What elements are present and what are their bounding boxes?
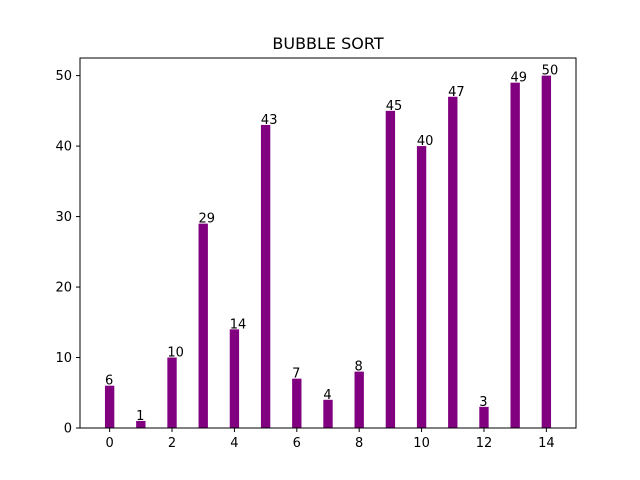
x-tick-label-4: 4 <box>230 436 238 451</box>
data-label-0: 6 <box>105 374 113 389</box>
chart-title: BUBBLE SORT <box>272 34 383 53</box>
data-label-4: 14 <box>230 317 247 332</box>
bar-12 <box>479 406 489 428</box>
data-label-1: 1 <box>136 409 144 424</box>
data-label-8: 8 <box>355 360 363 375</box>
bar-6 <box>292 378 302 428</box>
x-tick-label-12: 12 <box>476 436 493 451</box>
data-label-6: 7 <box>292 367 300 382</box>
plot-frame <box>79 57 577 429</box>
x-tick-label-8: 8 <box>355 436 363 451</box>
data-label-5: 43 <box>261 113 278 128</box>
y-axis: 0 10 20 30 40 50 <box>55 69 80 437</box>
x-tick-label-10: 10 <box>413 436 430 451</box>
bar-3 <box>198 223 208 428</box>
bar-9 <box>385 110 396 428</box>
y-tick-label-20: 20 <box>55 281 72 296</box>
y-tick-label-0: 0 <box>64 422 72 437</box>
y-tick-label-50: 50 <box>55 69 72 84</box>
data-label-2: 10 <box>167 346 184 361</box>
data-labels-group: 6 1 10 29 14 43 7 4 8 45 40 47 3 49 50 <box>105 64 558 424</box>
x-tick-label-2: 2 <box>168 436 176 451</box>
y-tick-label-30: 30 <box>55 210 72 225</box>
data-label-14: 50 <box>542 64 559 79</box>
data-label-3: 29 <box>199 212 216 227</box>
y-tick-label-40: 40 <box>55 140 72 155</box>
data-label-7: 4 <box>323 388 331 403</box>
bar-11 <box>448 96 458 428</box>
bar-4 <box>229 329 240 428</box>
x-tick-label-0: 0 <box>105 436 113 451</box>
x-tick-label-6: 6 <box>293 436 301 451</box>
data-label-13: 49 <box>510 71 527 86</box>
bar-7 <box>323 399 333 428</box>
bar-8 <box>354 371 364 428</box>
bar-2 <box>167 357 177 428</box>
bar-1 <box>136 420 146 428</box>
bar-10 <box>416 146 427 428</box>
x-tick-label-14: 14 <box>538 436 555 451</box>
y-tick-label-10: 10 <box>55 351 72 366</box>
data-label-10: 40 <box>417 134 434 149</box>
data-label-11: 47 <box>448 85 465 100</box>
x-axis: 0 2 4 6 8 10 12 14 <box>105 428 555 451</box>
bars-group <box>104 75 552 429</box>
data-label-12: 3 <box>479 395 487 410</box>
bar-14 <box>541 75 552 428</box>
data-label-9: 45 <box>386 99 403 114</box>
bar-13 <box>510 82 520 429</box>
bar-5 <box>260 124 271 428</box>
bar-0 <box>104 385 115 428</box>
